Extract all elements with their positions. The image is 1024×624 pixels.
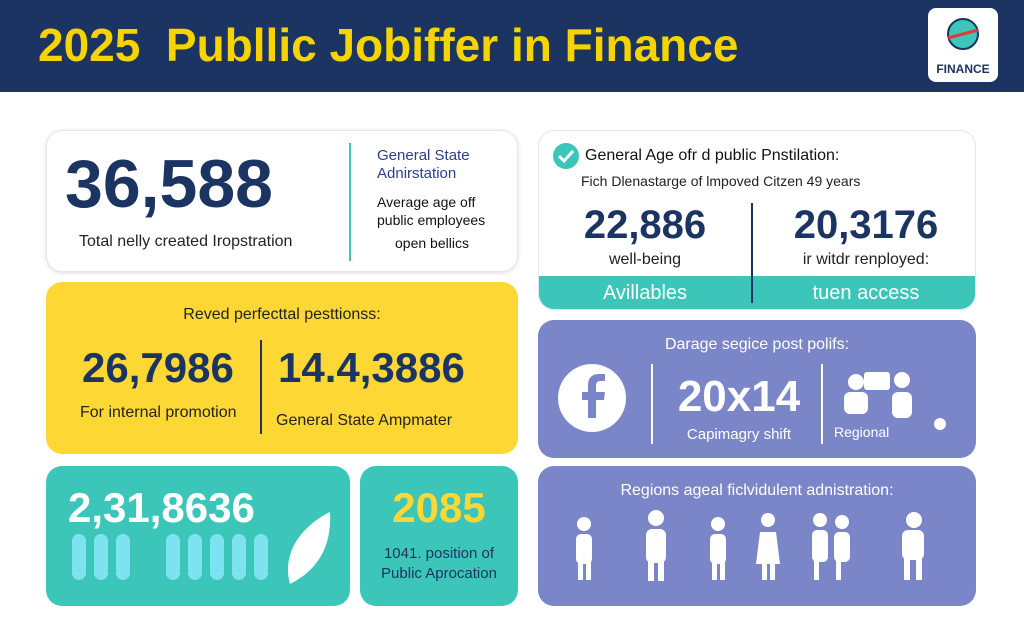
stat-value: 14.4,3886 [278, 344, 465, 391]
stat-footer: tuen access [812, 282, 920, 304]
teal-icons [72, 512, 331, 584]
side-item: open bellics [395, 235, 469, 251]
stat-label: well-being [608, 251, 682, 268]
service-value: 20x14 [677, 372, 801, 421]
divider [260, 340, 262, 434]
card-total: 36,588 Total nelly created Iropstration … [46, 130, 518, 272]
footer-strip: Avillables tuen access [539, 276, 975, 309]
service-heading: Darage segice post polifs: [664, 336, 850, 353]
stat-value: 20,3176 [793, 203, 939, 247]
stat-label: For internal promotion [80, 404, 237, 421]
stat-value: 22,886 [583, 203, 707, 247]
card-teal: 2,31,8636 [46, 466, 350, 606]
stat-label: General State Ampmater [276, 412, 453, 429]
positions-heading: Reved perfecttal pesttionss: [183, 306, 381, 323]
service-caption: Capimagry shift [686, 426, 792, 443]
card-service: Darage segice post polifs: 20x14 Capimag… [538, 320, 976, 458]
card-positions: Reved perfecttal pesttionss: 26,7986 For… [46, 282, 518, 454]
age-subheading: Fich Dlenastarge of lmpoved Citzen 49 ye… [581, 173, 861, 189]
card-regions: Regions ageal ficlvidulent adnistration: [538, 466, 976, 606]
total-caption: Total nelly created Iropstration [79, 233, 293, 250]
year-caption: 1041. position of Public Aprocation [381, 545, 497, 582]
stat-label: ir witdr renployed: [802, 251, 930, 268]
age-heading: General Age ofr d public Pnstilation: [585, 147, 840, 164]
total-value: 36,588 [65, 146, 273, 222]
divider [751, 203, 753, 303]
card-year: 2085 1041. position of Public Aprocation [360, 466, 518, 606]
title: 2025 Publlic Jobiffer in Finance [38, 19, 739, 71]
year-value: 2085 [392, 484, 486, 531]
stat-value: 26,7986 [82, 344, 234, 391]
logo: FINANCE [928, 8, 998, 82]
logo-text: FINANCE [936, 62, 990, 76]
card-age: General Age ofr d public Pnstilation: Fi… [538, 130, 976, 310]
side-item: General State Adnirstation [377, 147, 470, 182]
check-icon [553, 143, 579, 169]
stat-footer: Avillables [602, 282, 688, 304]
header: 2025 Publlic Jobiffer in Finance FINANCE [0, 0, 1024, 92]
teal-value: 2,31,8636 [68, 484, 255, 531]
regions-heading: Regions ageal ficlvidulent adnistration: [620, 482, 894, 499]
side-item: Average age off public employees [377, 194, 486, 228]
people-icons [576, 510, 924, 581]
regional-label: Regional [834, 424, 890, 440]
logo-icon [947, 18, 979, 50]
divider [349, 143, 351, 261]
service-icons [558, 364, 946, 444]
